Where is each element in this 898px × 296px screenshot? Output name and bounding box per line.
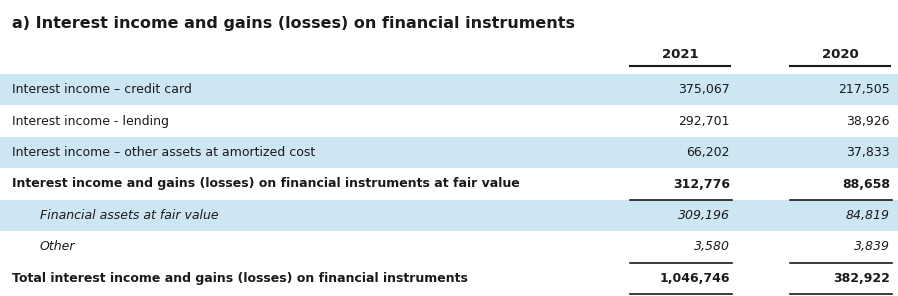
- Text: 1,046,746: 1,046,746: [659, 272, 730, 285]
- Text: Financial assets at fair value: Financial assets at fair value: [40, 209, 218, 222]
- Text: 382,922: 382,922: [833, 272, 890, 285]
- Text: 84,819: 84,819: [846, 209, 890, 222]
- Text: 3,580: 3,580: [694, 240, 730, 253]
- Text: 66,202: 66,202: [686, 146, 730, 159]
- Text: Total interest income and gains (losses) on financial instruments: Total interest income and gains (losses)…: [12, 272, 468, 285]
- Text: 37,833: 37,833: [847, 146, 890, 159]
- FancyBboxPatch shape: [0, 200, 898, 231]
- Text: 375,067: 375,067: [678, 83, 730, 96]
- Text: 312,776: 312,776: [673, 178, 730, 191]
- Text: 3,839: 3,839: [854, 240, 890, 253]
- FancyBboxPatch shape: [0, 263, 898, 294]
- Text: Other: Other: [40, 240, 75, 253]
- FancyBboxPatch shape: [0, 231, 898, 263]
- FancyBboxPatch shape: [0, 168, 898, 200]
- Text: 38,926: 38,926: [847, 115, 890, 128]
- Text: 309,196: 309,196: [678, 209, 730, 222]
- Text: Interest income – other assets at amortized cost: Interest income – other assets at amorti…: [12, 146, 315, 159]
- FancyBboxPatch shape: [0, 74, 898, 105]
- Text: Interest income and gains (losses) on financial instruments at fair value: Interest income and gains (losses) on fi…: [12, 178, 520, 191]
- Text: 292,701: 292,701: [679, 115, 730, 128]
- Text: 217,505: 217,505: [838, 83, 890, 96]
- Text: Interest income – credit card: Interest income – credit card: [12, 83, 192, 96]
- Text: 2020: 2020: [822, 47, 858, 60]
- Text: 88,658: 88,658: [842, 178, 890, 191]
- FancyBboxPatch shape: [0, 137, 898, 168]
- FancyBboxPatch shape: [0, 105, 898, 137]
- Text: a) Interest income and gains (losses) on financial instruments: a) Interest income and gains (losses) on…: [12, 16, 575, 31]
- Text: 2021: 2021: [662, 47, 699, 60]
- Text: Interest income - lending: Interest income - lending: [12, 115, 169, 128]
